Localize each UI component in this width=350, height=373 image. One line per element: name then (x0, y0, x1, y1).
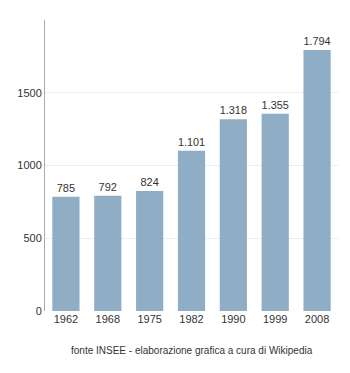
svg-text:1.318: 1.318 (220, 104, 247, 116)
svg-text:785: 785 (57, 182, 75, 194)
svg-text:500: 500 (23, 232, 41, 244)
svg-text:fonte INSEE - elaborazione gra: fonte INSEE - elaborazione grafica a cur… (71, 345, 313, 356)
svg-text:2008: 2008 (305, 313, 329, 325)
svg-text:0: 0 (36, 305, 42, 317)
svg-text:1999: 1999 (263, 313, 287, 325)
svg-text:1.101: 1.101 (178, 136, 205, 148)
svg-text:824: 824 (140, 176, 158, 188)
svg-text:1968: 1968 (96, 313, 120, 325)
svg-text:1975: 1975 (137, 313, 161, 325)
svg-text:1.355: 1.355 (262, 99, 289, 111)
svg-text:792: 792 (99, 181, 117, 193)
svg-text:1000: 1000 (17, 159, 41, 171)
svg-text:1.794: 1.794 (303, 35, 330, 47)
svg-text:1990: 1990 (221, 313, 245, 325)
svg-text:1500: 1500 (17, 87, 41, 99)
svg-text:1982: 1982 (179, 313, 203, 325)
svg-text:1962: 1962 (54, 313, 78, 325)
